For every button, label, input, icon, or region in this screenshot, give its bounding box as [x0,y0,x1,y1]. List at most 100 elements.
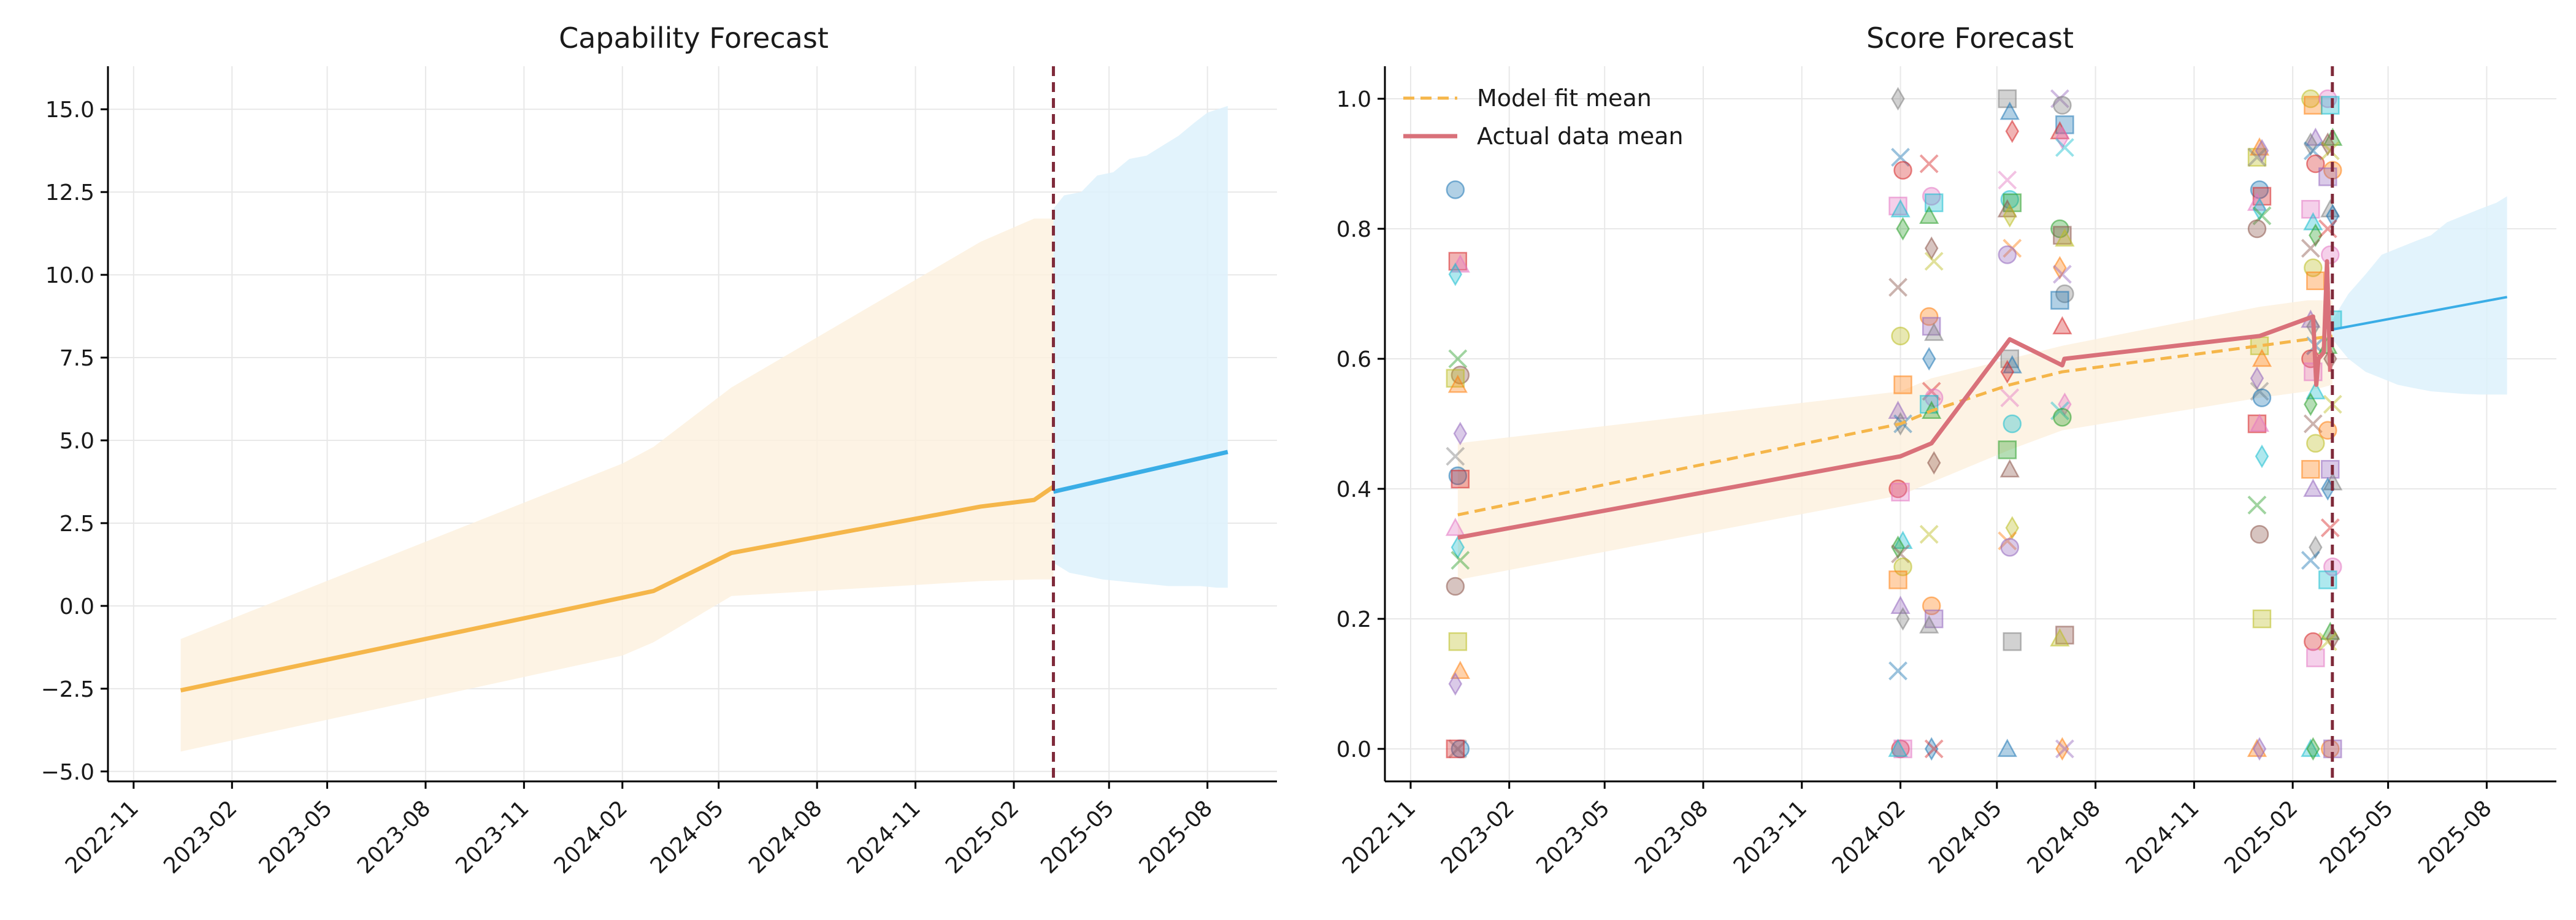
data-point-circle [1922,186,1941,206]
x-tick-label: 2023-05 [1531,795,1614,878]
data-point-diamond [2003,204,2017,228]
data-point-diamond [2055,126,2069,150]
y-tick-label: −5.0 [41,760,94,785]
data-point-diamond [1896,217,1910,241]
data-point-square [1922,316,1941,336]
data-point-square [2306,648,2325,667]
y-tick-label: −2.5 [41,677,94,702]
data-point-circle [2003,414,2022,434]
data-point-triangle [1924,322,1944,341]
x-tick-label: 2025-02 [2220,795,2302,878]
data-point-square [1446,369,1465,388]
x-tick-label: 2024-05 [646,795,729,878]
data-point-square [2050,291,2069,310]
forecast-confidence-band [1053,105,1228,588]
forecast-mean-line [1052,450,1229,494]
data-point-diamond [2005,516,2020,540]
data-point-circle [1998,245,2017,264]
x-tick-label: 2022-11 [61,795,144,878]
x-tick-label: 2024-02 [1828,795,1911,878]
data-point-diamond [1448,672,1463,696]
data-point-diamond [1453,421,1468,446]
data-point-circle [2321,245,2340,264]
data-point-circle [1893,161,1912,180]
x-tick-label: 2023-05 [254,795,337,878]
data-point-square [1998,440,2017,459]
data-point-circle [1919,307,1939,326]
x-tick-label: 2023-11 [451,795,534,878]
y-tick-label: 0.6 [1336,347,1371,372]
data-point-circle [2053,408,2072,427]
data-point-square [2304,96,2323,115]
y-tick-label: 0.0 [59,594,94,619]
data-point-circle [2252,388,2272,407]
data-point-diamond [1924,737,1939,761]
data-point-triangle [1890,596,1911,614]
data-point-diamond [2252,737,2267,761]
y-tick-label: 2.5 [59,512,94,537]
data-point-x [1451,551,1470,570]
data-point-x [1924,251,1944,271]
data-point-diamond [2309,535,2323,559]
data-point-diamond [2005,119,2020,144]
data-point-triangle [2252,348,2272,367]
data-point-triangle [2052,316,2072,335]
data-point-x [2320,141,2340,161]
data-point-diamond [2053,256,2067,280]
data-point-triangle [2303,478,2323,497]
x-tick-label: 2025-02 [941,795,1024,878]
data-point-triangle [2050,628,2070,646]
data-point-x [1888,277,1907,297]
x-tick-label: 2024-08 [2023,795,2106,878]
data-point-square [1446,739,1465,759]
data-point-circle [2247,219,2267,239]
y-tick-label: 0.0 [1336,737,1371,762]
score-forecast-title: Score Forecast [1866,21,2074,55]
data-point-square [1893,375,1912,394]
legend-label: Actual data mean [1477,123,1684,150]
data-point-square [1451,469,1470,489]
data-point-diamond [2309,223,2323,247]
data-point-x [2247,147,2267,167]
x-tick-label: 2025-05 [1036,795,1119,878]
data-point-square [1998,89,2017,109]
data-point-diamond [1924,236,1939,261]
data-point-circle [2250,524,2269,544]
data-point-diamond [1922,347,1936,371]
data-point-circle [2304,632,2323,651]
y-tick-label: 5.0 [59,429,94,454]
data-point-triangle [1890,199,1911,218]
model-mean-line [180,485,1055,692]
data-point-x [2301,551,2320,570]
data-point-diamond [2306,737,2320,761]
data-point-diamond [2321,132,2335,156]
x-tick-label: 2023-08 [353,795,435,878]
data-point-circle [2050,219,2069,239]
data-point-square [1448,632,1468,651]
data-point-x [1446,447,1465,466]
data-point-circle [1446,180,1465,199]
y-tick-label: 7.5 [59,346,94,371]
x-tick-label: 2024-02 [550,795,632,878]
data-point-x [2052,264,2072,284]
data-point-x [1919,524,1939,544]
data-point-square [1888,570,1907,589]
data-point-square [2252,609,2272,629]
x-tick-label: 2023-02 [1436,795,1519,878]
data-point-diamond [1451,535,1465,559]
data-point-circle [1891,326,1910,346]
data-point-circle [1446,577,1465,596]
x-tick-label: 2024-05 [1924,795,2007,878]
data-point-diamond [1891,86,1905,111]
data-point-diamond [2304,392,2318,416]
data-point-triangle [1445,517,1465,536]
actual-mean-line [1457,259,2333,540]
x-tick-label: 2023-02 [159,795,242,878]
data-point-square [2301,199,2320,219]
data-point-diamond [2255,444,2269,469]
data-point-square [2306,271,2325,291]
y-tick-label: 12.5 [45,180,94,205]
forecast-mean-line [2332,296,2507,331]
data-point-x [1924,739,1944,759]
